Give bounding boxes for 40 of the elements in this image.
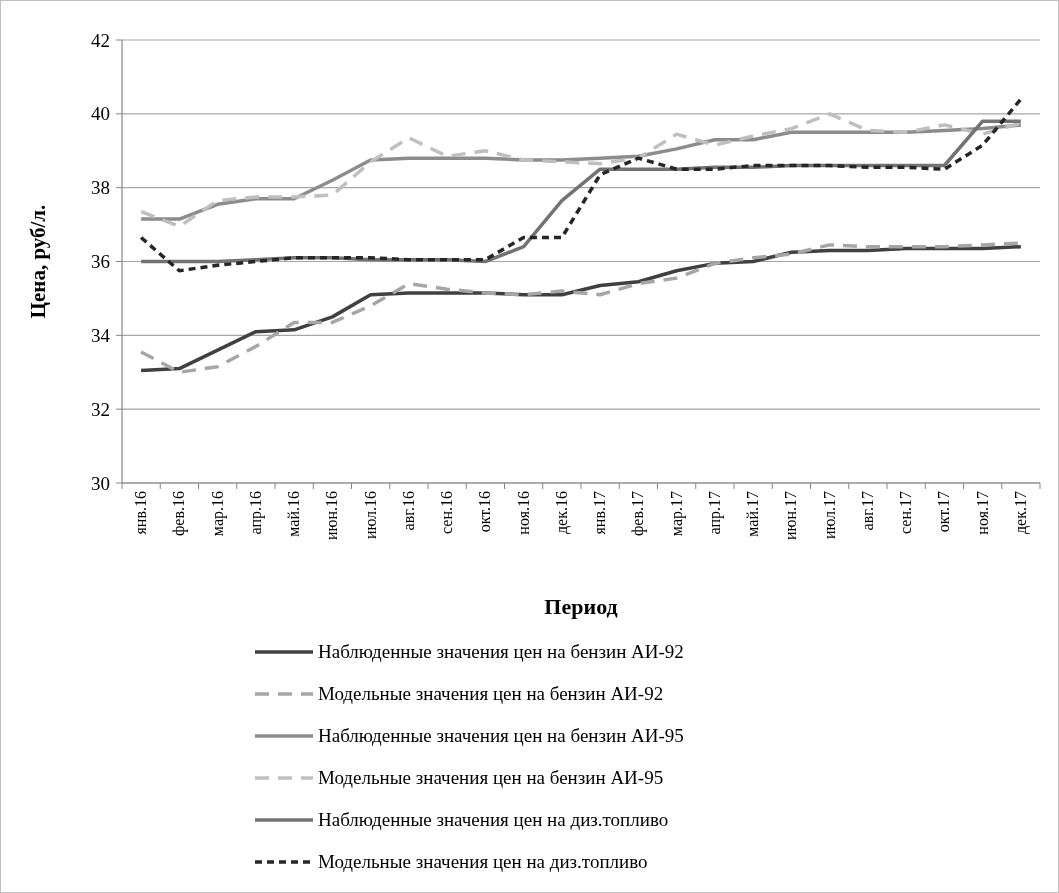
x-tick-label: дек.16: [552, 491, 571, 535]
x-tick-label: ноя.16: [514, 491, 532, 535]
x-tick-label: июн.17: [782, 491, 800, 541]
x-tick-label: янв.17: [591, 491, 609, 535]
x-tick-label: июл.16: [361, 491, 379, 540]
x-tick-label: авг.16: [399, 491, 417, 531]
x-tick-label: сен.16: [438, 491, 456, 534]
x-tick-label: янв.16: [132, 491, 150, 535]
y-tick-label: 40: [91, 103, 110, 125]
legend-label: Модельные значения цен на диз.топливо: [318, 851, 648, 872]
x-tick-label: май.17: [744, 491, 762, 537]
x-tick-label: фев.16: [170, 491, 189, 537]
y-tick-label: 32: [91, 398, 110, 420]
x-tick-label: апр.16: [246, 491, 265, 535]
line-series: [139, 97, 1023, 273]
y-tick-label: 30: [91, 472, 110, 494]
y-tick-label: 36: [91, 251, 110, 273]
x-tick-label: окт.16: [476, 491, 494, 533]
x-tick-label: фев.17: [629, 491, 648, 537]
x-tick-label: июл.17: [820, 491, 838, 540]
legend-label: Модельные значения цен на бензин АИ-92: [318, 683, 664, 704]
y-tick-label: 42: [91, 29, 110, 51]
x-tick-label: мар.17: [667, 491, 686, 537]
x-tick-label: июн.16: [323, 491, 341, 541]
legend-label: Модельные значения цен на бензин АИ-95: [318, 767, 664, 788]
legend-label: Наблюденные значения цен на бензин АИ-95: [318, 725, 684, 746]
x-tick-label: окт.17: [935, 491, 953, 533]
x-tick-label: май.16: [285, 491, 303, 537]
x-tick-label: авг.17: [858, 491, 876, 531]
x-tick-label: апр.17: [705, 491, 724, 535]
y-axis-title: Цена, руб/л.: [26, 204, 50, 319]
x-tick-label: сен.17: [897, 491, 915, 534]
x-axis-title: Период: [544, 594, 618, 619]
legend-label: Наблюденные значения цен на бензин АИ-92: [318, 641, 684, 662]
x-tick-label: мар.16: [208, 491, 227, 537]
y-tick-label: 34: [91, 324, 111, 346]
x-tick-label: ноя.17: [973, 491, 991, 535]
x-tick-label: дек.17: [1011, 491, 1030, 535]
y-tick-label: 38: [91, 177, 110, 199]
legend-label: Наблюденные значения цен на диз.топливо: [318, 809, 669, 830]
